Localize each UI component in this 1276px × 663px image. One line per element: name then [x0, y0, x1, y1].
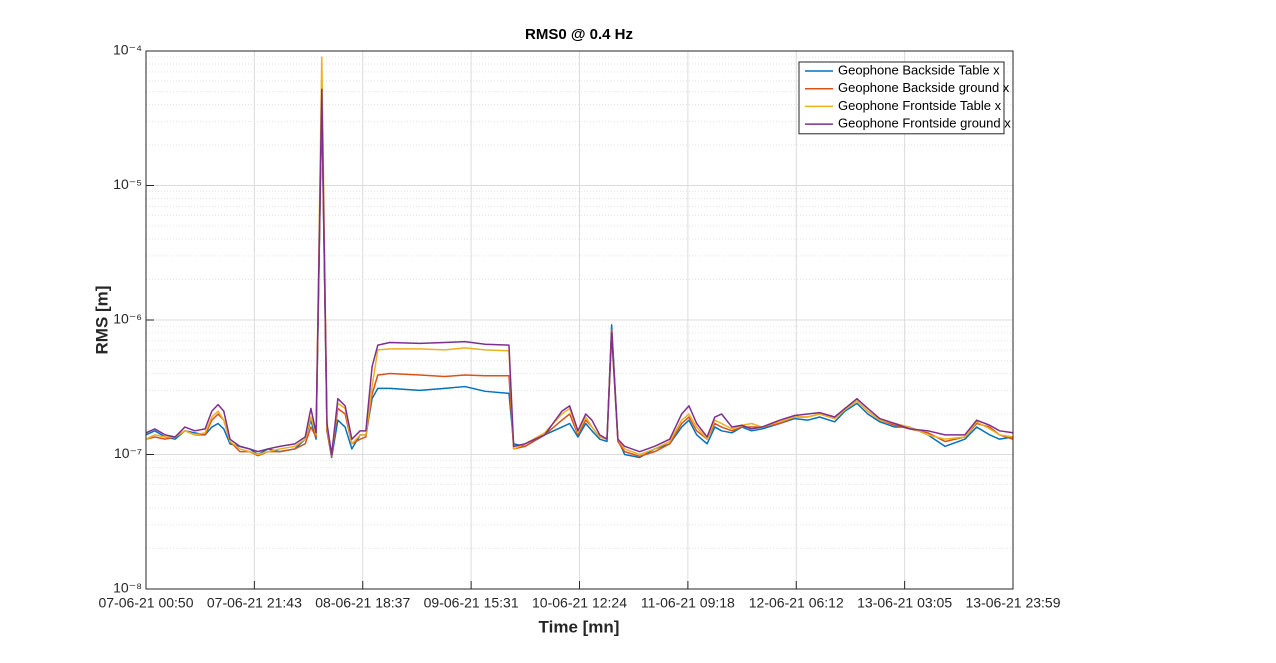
y-tick-label: 10⁻⁵: [113, 176, 142, 192]
lines: [145, 56, 1014, 459]
y-tick-label: 10⁻⁶: [113, 311, 142, 327]
x-axis-label: Time [mn]: [539, 617, 620, 636]
chart-title: RMS0 @ 0.4 Hz: [525, 26, 633, 43]
x-tick-label: 07-06-21 00:50: [99, 595, 194, 611]
axes-box: [145, 50, 1014, 590]
y-tick-label: 10⁻⁷: [114, 445, 142, 461]
legend-label: Geophone Backside ground x: [838, 80, 1010, 95]
x-tick-label: 07-06-21 21:43: [207, 595, 302, 611]
legend-box: [798, 61, 1005, 135]
x-tick-label: 08-06-21 18:37: [315, 595, 410, 611]
x-tick-label: 13-06-21 03:05: [857, 595, 952, 611]
x-tick-label: 12-06-21 06:12: [749, 595, 844, 611]
y-tick-label: 10⁻⁸: [113, 580, 142, 596]
legend-label: Geophone Backside Table x: [838, 62, 1000, 77]
x-tick-label: 13-06-21 23:59: [966, 595, 1061, 611]
x-tick-label: 09-06-21 15:31: [424, 595, 519, 611]
y-tick-label: 10⁻⁴: [113, 42, 142, 58]
x-tick-label: 11-06-21 09:18: [641, 595, 735, 611]
legend-label: Geophone Frontside Table x: [838, 98, 1002, 113]
legend: Geophone Backside Table x Geophone Backsi…: [798, 61, 1011, 135]
data-line: [145, 56, 1014, 456]
data-line: [145, 88, 1014, 456]
x-tick-label: 10-06-21 12:24: [532, 595, 627, 611]
y-axis-label: RMS [m]: [92, 286, 111, 355]
legend-label: Geophone Frontside ground x: [838, 116, 1011, 131]
